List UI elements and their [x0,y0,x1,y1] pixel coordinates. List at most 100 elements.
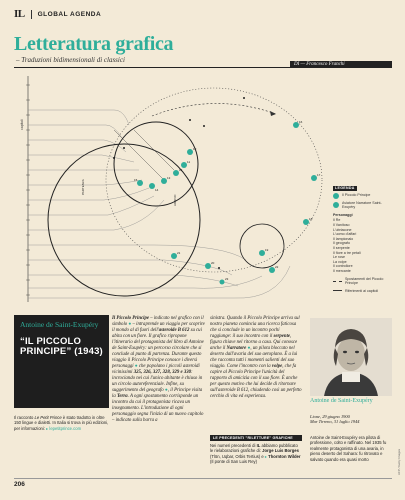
body-emphasis: Narratore [226,346,247,351]
encounter-ring [239,223,285,269]
note-text: Il racconto [14,415,35,420]
planet-marker [137,180,143,186]
legend-item: Il serpente [333,245,350,250]
body-text: incontro con il [244,334,273,339]
character-icon: ● [134,364,138,369]
book-title: “IL PICCOLO PRINCIPE” (1943) [20,335,103,357]
body-text: che popolano i piccoli asteroidi vicinis… [112,364,200,375]
planet-number: 15 [134,178,138,182]
note-text: è stato tradotto in oltre 150 lingue e d… [14,415,109,431]
author-name: Antoine de Saint-Exupéry [20,320,99,329]
note-emphasis: Jorge Luis Borges [262,448,299,454]
body-emphasis: 325, 326, 327, 328, 329 e 330 [133,370,192,375]
chapter-ticks [26,84,30,296]
body-text: – intraprende un viaggio per scoprire il… [112,322,205,333]
photo-credit: AFP / Getty Images [397,448,401,475]
arrival-label: ARRIVO [173,194,177,206]
legend-section-title: Personaggi [333,212,353,217]
page-number: 206 [14,481,25,488]
legend-item-label: Aviatore Narratore Saint-Exupéry [342,200,382,210]
legend-item: Il controllore [333,264,353,269]
axis-label: capitoli [20,119,24,130]
previous-readings-text: Nei numeri precedenti di IL abbiamo pubb… [210,443,302,465]
planet-numbers: 10 11 12 13 14 15 16 17 18 19 20 21 22 2… [134,120,321,281]
planet-marker [259,250,265,256]
trajectory-arrow [270,111,276,116]
legend-item: Il fiore a tre petali [333,250,361,255]
prince-icon: ● [128,322,132,327]
note-text: e [261,453,264,459]
body-text: . Quando il Piccolo Principe arriva sul … [210,316,300,339]
asteroid-circle [113,121,199,207]
death-date: Mar Tirreno, 31 luglio 1944 [310,419,360,425]
legend-item: L'uomo d'affari [333,232,357,237]
legend-item: Le rose [333,255,345,260]
website-link[interactable]: lepetitprince.com [49,425,82,431]
geographer-icon: ● [164,388,168,393]
body-text: , un pilota bloccato nel deserto dall'av… [210,346,298,369]
orbit-dots [113,97,245,269]
planet-marker [171,253,177,259]
body-column-1: Il Piccolo Principe – indicato nel grafi… [112,316,206,424]
note-text: (Il ponte di San Luis Rey) [210,459,258,465]
departure-label: PARTENZA [81,179,85,195]
previous-readings-bar: LE PRECEDENTI "RILETTURE" GRAFICHE [210,435,302,441]
body-text: , figura chiave nel ritorno a casa. Qui … [210,334,298,351]
note-text: (Tlön, Uqbar, Orbis Tertius) [210,453,261,459]
planet-marker [173,170,179,176]
journey-svg: capitoli [20,76,323,302]
journey-orbit [105,87,323,273]
body-text: – indicato nel grafico con il simbolo [112,316,204,327]
top-rule [14,67,392,68]
magazine-header: IL GLOBAL AGENDA [14,8,101,20]
body-text: Il grafico ripropone l'itinerario del pr… [112,334,204,369]
body-emphasis: serpente [273,334,291,339]
planet-marker [219,279,225,285]
body-text: su cui abita con un fiore. [112,328,202,339]
planet-marker [161,178,167,184]
legend-item: Il Re [333,218,341,223]
planet-markers [137,122,317,285]
author-band: DI — Francesco Franchi [290,61,392,68]
body-text: , che fa capire al Piccolo Principe l'un… [210,364,302,399]
earth-circle [47,143,201,297]
legend-item: La volpe [333,259,347,264]
planet-number: 17 [317,173,321,177]
note-italic: Le Petit Prince [34,415,62,420]
solid-line-icon [333,290,342,292]
body-text: sinistra [210,316,225,321]
planet-number: 10 [193,147,197,151]
planet-number: 20 [211,261,215,265]
magazine-logo: IL [14,8,25,20]
legend-item: Il geografo [333,241,350,246]
planet-marker [149,183,155,189]
book-title-box: Antoine de Saint-Exupéry “IL PICCOLO PRI… [14,315,109,408]
trajectory-arc [151,103,277,117]
planet-number: 12 [179,168,183,172]
planet-marker [311,175,317,181]
planet-number: 23 [225,277,229,281]
note-text: Nei numeri precedenti di [210,443,256,448]
article-subtitle: – Traduzioni bidimensionali di classici [16,56,125,64]
body-text: , il Principe visita la [112,388,203,399]
header-divider [30,9,32,19]
arrow-icon: ▸ [264,453,267,459]
planet-number: 13 [167,176,171,180]
body-text: – indicato sulla barra a [112,418,158,423]
translation-note: Il racconto Le Petit Prince è stato trad… [14,415,109,431]
legend-title: LEGENDA [333,186,357,191]
legend-line-item: Spostamenti del Piccolo Principe [333,277,393,286]
body-column-2: sinistra. Quando il Piccolo Principe arr… [210,316,302,400]
legend-item: Il lampionaio [333,236,354,241]
body-emphasis: asteroide B 612 [158,328,190,333]
note-text: abbiamo pubblicato le rielaborazioni gra… [210,443,298,454]
legend-item-label: Il Piccolo Principe [342,193,371,198]
trajectory-lines [113,129,175,181]
aviator-icon: ● [247,346,251,351]
planet-number: 14 [155,188,159,192]
planet-number: 22 [275,265,279,269]
author-bio: Antoine de Saint-Exupéry era pilota di p… [310,435,387,462]
legend-item: Il Vanitoso [333,222,350,227]
planet-number: 11 [187,160,190,164]
photo-caption-name: Antoine de Saint-Exupéry [310,398,373,404]
